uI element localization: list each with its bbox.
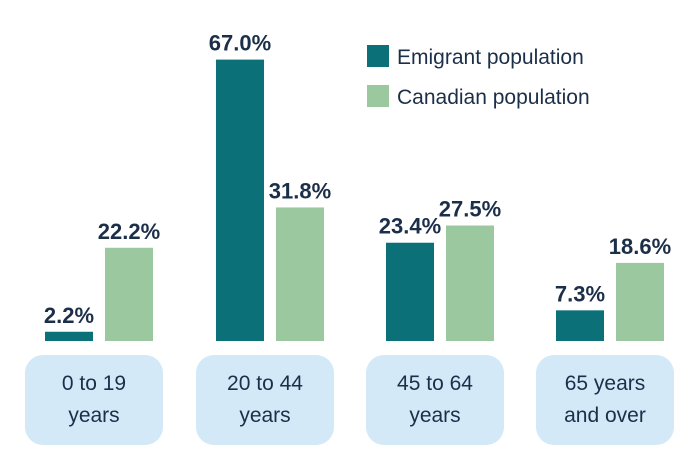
category-label-2-line-1: years: [409, 404, 460, 427]
bar-canadian-0: [105, 247, 153, 341]
bar-canadian-1: [276, 207, 324, 341]
bar-emigrant-3: [556, 310, 604, 341]
legend-swatch-canadian: [367, 85, 389, 107]
bar-canadian-3: [616, 262, 664, 341]
value-label-emigrant-2: 23.4%: [379, 214, 441, 239]
value-label-emigrant-1: 67.0%: [209, 31, 271, 56]
category-label-1-line-0: 20 to 44: [227, 372, 303, 395]
value-label-canadian-1: 31.8%: [269, 178, 331, 203]
value-label-emigrant-0: 2.2%: [44, 303, 94, 328]
legend-label-emigrant: Emigrant population: [397, 46, 584, 69]
legend-swatch-emigrant: [367, 45, 389, 67]
category-label-1-line-1: years: [239, 404, 290, 427]
category-box-2: [366, 355, 504, 445]
bar-emigrant-0: [45, 331, 93, 341]
category-box-3: [536, 355, 674, 445]
value-label-canadian-2: 27.5%: [439, 197, 501, 222]
category-label-2-line-0: 45 to 64: [397, 372, 473, 395]
category-label-0-line-0: 0 to 19: [62, 372, 126, 395]
category-box-1: [196, 355, 334, 445]
category-box-0: [25, 355, 163, 445]
bar-canadian-2: [446, 225, 494, 341]
legend: Emigrant population Canadian population: [367, 45, 590, 109]
legend-label-canadian: Canadian population: [397, 86, 590, 109]
category-label-3-line-1: and over: [564, 404, 646, 427]
category-label-0-line-1: years: [68, 404, 119, 427]
value-label-canadian-0: 22.2%: [98, 219, 160, 244]
bar-emigrant-2: [386, 242, 434, 341]
value-label-emigrant-3: 7.3%: [555, 281, 605, 306]
value-label-canadian-3: 18.6%: [609, 234, 671, 259]
category-label-3-line-0: 65 years: [565, 372, 646, 395]
bar-emigrant-1: [216, 59, 264, 341]
